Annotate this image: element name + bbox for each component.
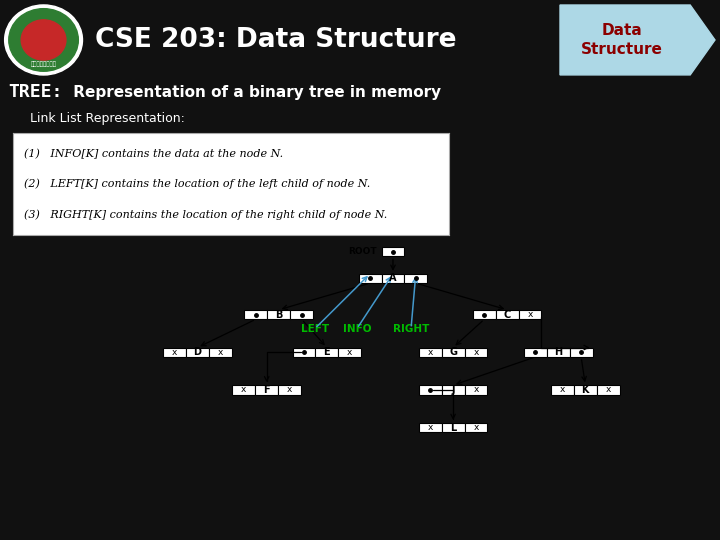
Text: RIGHT: RIGHT [393, 324, 429, 334]
Text: x: x [287, 386, 292, 394]
Text: E: E [323, 347, 330, 357]
Bar [574, 385, 597, 395]
Text: INFO: INFO [343, 324, 371, 334]
Bar [547, 348, 570, 357]
Bar [233, 385, 256, 395]
Text: x: x [527, 310, 533, 319]
Bar [256, 385, 278, 395]
Bar [524, 348, 547, 357]
Text: K: K [582, 385, 589, 395]
Bar [570, 348, 593, 357]
Text: F: F [264, 385, 270, 395]
Bar [338, 348, 361, 357]
Text: x: x [473, 386, 479, 394]
Bar [441, 348, 464, 357]
Bar [551, 385, 574, 395]
Text: x: x [347, 348, 352, 357]
Text: x: x [606, 386, 611, 394]
Text: x: x [428, 348, 433, 357]
Bar [278, 385, 301, 395]
Bar [163, 348, 186, 357]
Bar [382, 274, 405, 283]
Polygon shape [560, 5, 715, 75]
Text: x: x [473, 348, 479, 357]
Text: x: x [172, 348, 177, 357]
Circle shape [21, 20, 66, 60]
Text: H: H [554, 347, 562, 357]
Text: J: J [451, 385, 455, 395]
Bar [419, 385, 441, 395]
Text: x: x [241, 386, 246, 394]
Circle shape [4, 5, 83, 75]
Text: x: x [560, 386, 565, 394]
Text: LEFT: LEFT [301, 324, 329, 334]
Text: Link List Representation:: Link List Representation: [22, 112, 185, 125]
Text: (2)   LEFT[K] contains the location of the left child of node N.: (2) LEFT[K] contains the location of the… [24, 179, 370, 190]
Text: x: x [217, 348, 223, 357]
Text: (1)   INFO[K] contains the data at the node N.: (1) INFO[K] contains the data at the nod… [24, 148, 283, 159]
Bar [290, 310, 313, 319]
Circle shape [9, 9, 78, 71]
Text: D: D [194, 347, 202, 357]
Bar [464, 385, 487, 395]
Bar [405, 274, 427, 283]
Text: x: x [473, 423, 479, 432]
Bar [496, 310, 518, 319]
Text: B: B [275, 309, 282, 320]
Text: বাংলাদেশ: বাংলাদেশ [30, 61, 57, 66]
Text: Data
Structure: Data Structure [581, 23, 663, 57]
Text: TREE:: TREE: [8, 83, 63, 102]
Text: A: A [390, 273, 397, 284]
Text: (3)   RIGHT[K] contains the location of the right child of node N.: (3) RIGHT[K] contains the location of th… [24, 210, 387, 220]
Bar [441, 385, 464, 395]
Text: L: L [450, 423, 456, 433]
Bar [597, 385, 620, 395]
Text: G: G [449, 347, 457, 357]
Bar [292, 348, 315, 357]
Bar [464, 423, 487, 433]
Bar [209, 348, 232, 357]
Bar [473, 310, 496, 319]
Bar [359, 274, 382, 283]
Text: x: x [428, 423, 433, 432]
Bar [419, 348, 441, 357]
Bar [441, 423, 464, 433]
Bar [315, 348, 338, 357]
Bar [419, 423, 441, 433]
Text: CSE 203: Data Structure: CSE 203: Data Structure [95, 27, 456, 53]
Bar [267, 310, 290, 319]
Text: ROOT: ROOT [348, 247, 377, 256]
Bar [245, 310, 267, 319]
Bar [464, 348, 487, 357]
Text: C: C [503, 309, 510, 320]
Bar [186, 348, 209, 357]
Bar [382, 247, 405, 256]
Text: Representation of a binary tree in memory: Representation of a binary tree in memor… [68, 85, 441, 100]
Bar [518, 310, 541, 319]
